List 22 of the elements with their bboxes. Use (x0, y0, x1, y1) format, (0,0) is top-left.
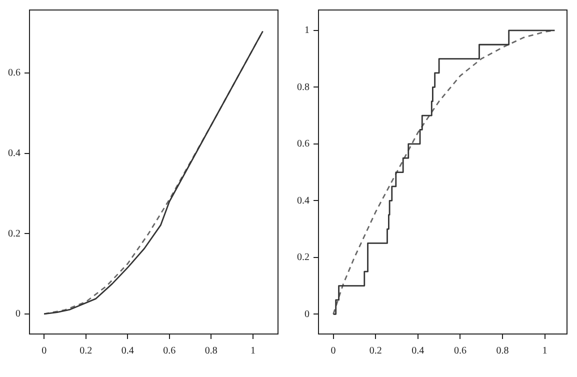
x-tick-label: 0 (42, 346, 47, 357)
y-tick-label: 0 (16, 308, 20, 320)
y-tick-label: 0.2 (8, 228, 20, 240)
x-tick-label: 0.4 (121, 346, 134, 357)
x-tick-label: 0.8 (496, 346, 509, 357)
x-tick-label: 1 (542, 346, 548, 357)
x-tick-label: 1 (250, 346, 256, 357)
y-tick-label: 0.4 (297, 195, 310, 206)
y-tick-label: 1 (304, 25, 310, 36)
x-tick-label: 0.6 (454, 346, 466, 357)
x-tick-label: 0.6 (163, 346, 176, 357)
y-tick-label: 0.4 (8, 148, 20, 159)
x-tick-label: 0.8 (204, 346, 218, 357)
x-tick-label: 0 (330, 346, 336, 357)
y-tick-label: 0 (304, 308, 310, 320)
y-tick-label: 0.2 (297, 252, 310, 264)
y-tick-label: 0.6 (8, 68, 20, 79)
x-tick-label: 0.2 (80, 346, 92, 357)
y-tick-label: 0.8 (297, 82, 310, 93)
x-tick-label: 0.4 (412, 346, 424, 357)
y-tick-label: 0.6 (297, 138, 310, 150)
x-tick-label: 0.2 (369, 346, 382, 357)
